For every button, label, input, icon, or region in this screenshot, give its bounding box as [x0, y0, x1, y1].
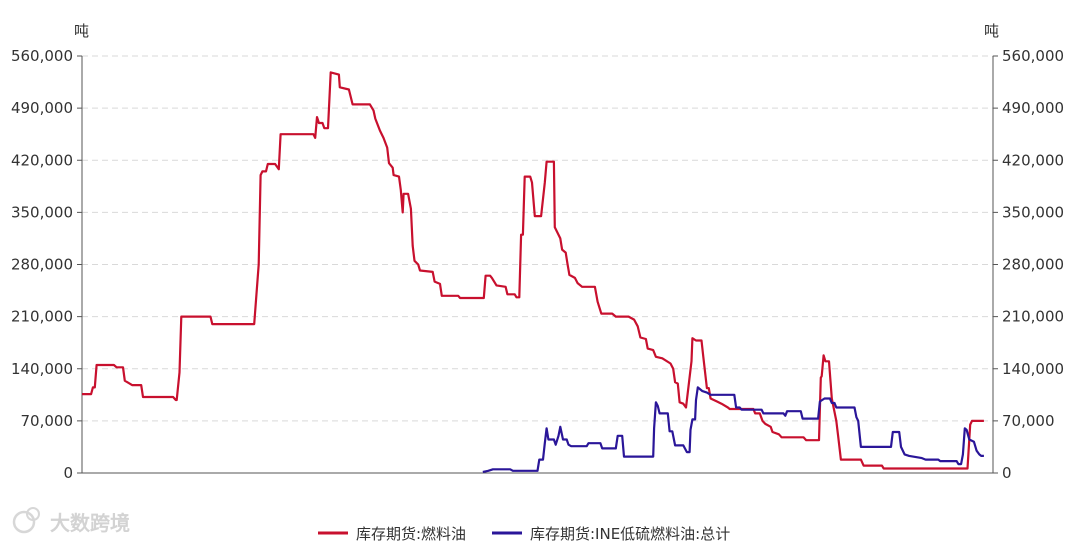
right-y-tick-label: 420,000 — [1002, 151, 1064, 169]
legend-item-ine-lsfo[interactable]: 库存期货:INE低硫燃料油:总计 — [492, 525, 730, 543]
left-y-tick-label: 0 — [63, 464, 73, 482]
legend: 库存期货:燃料油 库存期货:INE低硫燃料油:总计 — [318, 525, 730, 543]
left-unit-label: 吨 — [74, 22, 89, 40]
legend-item-fuel-oil[interactable]: 库存期货:燃料油 — [318, 525, 466, 543]
right-unit-label: 吨 — [984, 22, 999, 40]
left-y-tick-label: 140,000 — [11, 360, 73, 378]
left-y-tick-label: 280,000 — [11, 256, 73, 274]
watermark-text: 大数跨境 — [50, 511, 130, 535]
legend-label-fuel-oil: 库存期货:燃料油 — [356, 525, 466, 543]
grid-lines — [82, 55, 993, 422]
left-y-tick-labels: 0 70,000 140,000 210,000 280,000 350,000 420,0… — [11, 47, 82, 482]
axes: 吨 吨 — [74, 22, 999, 474]
watermark-logo: 大数跨境 — [12, 507, 130, 535]
left-y-tick-label: 210,000 — [11, 308, 73, 326]
left-y-tick-label: 420,000 — [11, 151, 73, 169]
watermark-logo-icon-inner — [26, 507, 40, 521]
series-line-ine-lsfo[interactable] — [482, 386, 984, 473]
left-y-tick-label: 490,000 — [11, 99, 73, 117]
series-line-fuel-oil[interactable] — [82, 71, 984, 470]
right-y-tick-label: 280,000 — [1002, 256, 1064, 274]
legend-label-ine-lsfo: 库存期货:INE低硫燃料油:总计 — [530, 525, 730, 543]
watermark-logo-icon — [12, 510, 36, 534]
right-y-tick-label: 210,000 — [1002, 308, 1064, 326]
right-y-tick-label: 140,000 — [1002, 360, 1064, 378]
left-y-tick-label: 70,000 — [21, 412, 74, 430]
left-y-tick-label: 560,000 — [11, 47, 73, 65]
right-y-tick-label: 490,000 — [1002, 99, 1064, 117]
right-y-tick-labels: 0 70,000 140,000 210,000 280,000 350,000 420,0… — [993, 47, 1064, 482]
right-y-tick-label: 70,000 — [1002, 412, 1055, 430]
right-y-tick-label: 350,000 — [1002, 203, 1064, 221]
right-y-tick-label: 0 — [1002, 464, 1012, 482]
left-y-tick-label: 350,000 — [11, 203, 73, 221]
series-lines — [82, 71, 984, 473]
right-y-tick-label: 560,000 — [1002, 47, 1064, 65]
